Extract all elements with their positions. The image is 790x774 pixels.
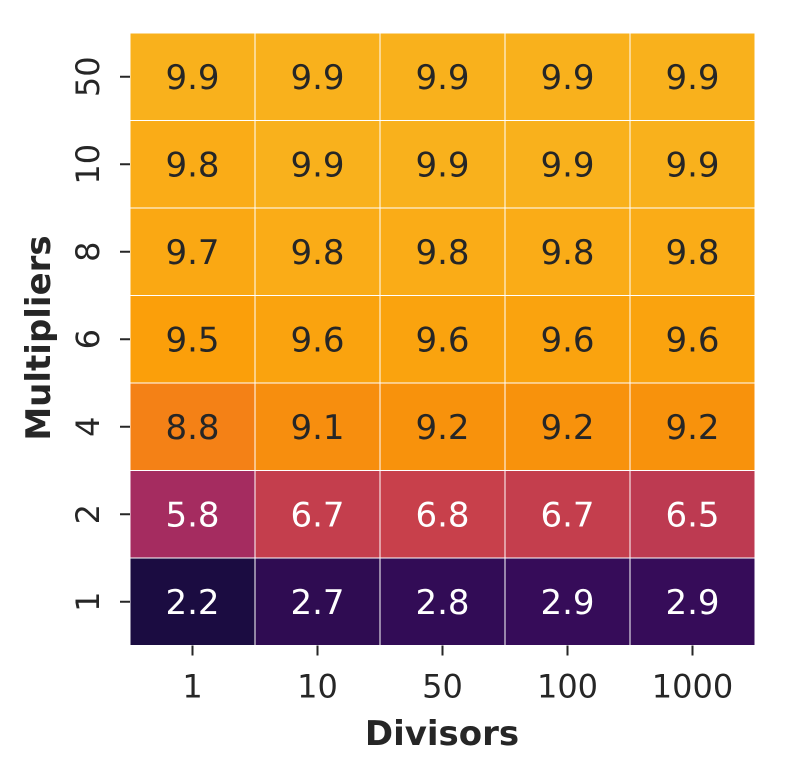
heatmap-cell-6-100 bbox=[504, 295, 631, 384]
heatmap-cell-2-10 bbox=[254, 470, 381, 559]
cell-value-label: 8.8 bbox=[165, 408, 219, 448]
y-tick-label: 50 bbox=[69, 56, 107, 97]
heatmap-cell-6-50 bbox=[379, 295, 506, 384]
y-tick-label: 8 bbox=[69, 242, 107, 262]
cell-value-label: 2.8 bbox=[415, 583, 469, 623]
cell-value-label: 9.9 bbox=[415, 58, 469, 98]
heatmap-cell-4-10 bbox=[254, 382, 381, 471]
y-tick-label: 2 bbox=[69, 504, 107, 524]
heatmap-cell-50-10 bbox=[254, 32, 381, 121]
cell-value-label: 9.9 bbox=[665, 145, 719, 185]
x-axis-label: Divisors bbox=[365, 714, 519, 754]
cell-value-label: 9.5 bbox=[165, 320, 219, 360]
cell-value-label: 9.7 bbox=[165, 233, 219, 273]
heatmap-cell-8-50 bbox=[379, 207, 506, 296]
cell-value-label: 9.2 bbox=[665, 408, 719, 448]
y-tick-label: 1 bbox=[69, 592, 107, 612]
cell-value-label: 9.6 bbox=[415, 320, 469, 360]
cell-value-label: 6.8 bbox=[415, 495, 469, 535]
cell-value-label: 9.9 bbox=[540, 145, 594, 185]
cell-value-label: 9.8 bbox=[290, 233, 344, 273]
heatmap-cell-10-50 bbox=[379, 120, 506, 209]
heatmap-cell-2-100 bbox=[504, 470, 631, 559]
heatmap-cell-10-1000 bbox=[629, 120, 756, 209]
heatmap-cell-8-100 bbox=[504, 207, 631, 296]
cell-value-label: 9.9 bbox=[540, 58, 594, 98]
cell-value-label: 9.8 bbox=[540, 233, 594, 273]
heatmap-cell-6-10 bbox=[254, 295, 381, 384]
cell-value-label: 5.8 bbox=[165, 495, 219, 535]
cell-value-label: 2.7 bbox=[290, 583, 344, 623]
x-tick-label: 100 bbox=[537, 668, 598, 706]
x-tick-label: 1 bbox=[182, 668, 202, 706]
heatmap-cell-2-1000 bbox=[629, 470, 756, 559]
heatmap-cell-4-50 bbox=[379, 382, 506, 471]
heatmap-cell-50-1 bbox=[129, 32, 256, 121]
y-axis-label: Multipliers bbox=[19, 235, 59, 440]
cell-value-label: 9.9 bbox=[290, 145, 344, 185]
x-tick-label: 50 bbox=[422, 668, 463, 706]
cell-value-label: 9.9 bbox=[415, 145, 469, 185]
cell-value-label: 9.9 bbox=[165, 58, 219, 98]
heatmap-cell-4-1 bbox=[129, 382, 256, 471]
cell-value-label: 9.2 bbox=[540, 408, 594, 448]
cell-value-label: 9.8 bbox=[415, 233, 469, 273]
heatmap-cell-8-10 bbox=[254, 207, 381, 296]
cell-value-label: 9.8 bbox=[165, 145, 219, 185]
cell-value-label: 9.6 bbox=[540, 320, 594, 360]
heatmap-cells bbox=[129, 32, 756, 646]
cell-value-label: 9.8 bbox=[665, 233, 719, 273]
x-tick-label: 1000 bbox=[652, 668, 733, 706]
heatmap-cell-10-1 bbox=[129, 120, 256, 209]
y-tick-label: 4 bbox=[69, 417, 107, 437]
cell-value-label: 6.5 bbox=[665, 495, 719, 535]
heatmap-cell-50-1000 bbox=[629, 32, 756, 121]
heatmap-cell-50-100 bbox=[504, 32, 631, 121]
heatmap-cell-1-1 bbox=[129, 557, 256, 646]
heatmap-cell-50-50 bbox=[379, 32, 506, 121]
cell-annotations: 9.9 9.9 9.9 9.9 9.9 9.8 9.9 9.9 9.9 9.9 9.7 9.8 9.8 9… bbox=[165, 58, 719, 623]
y-tick-label: 10 bbox=[69, 144, 107, 185]
cell-value-label: 9.9 bbox=[665, 58, 719, 98]
cell-value-label: 2.9 bbox=[665, 583, 719, 623]
cell-value-label: 9.6 bbox=[665, 320, 719, 360]
cell-value-label: 9.6 bbox=[290, 320, 344, 360]
x-tick-label: 10 bbox=[297, 668, 338, 706]
heatmap-cell-6-1000 bbox=[629, 295, 756, 384]
x-axis-ticks: 1 10 50 100 1000 bbox=[182, 645, 733, 706]
y-axis-ticks: 50 10 8 6 4 2 1 bbox=[69, 56, 130, 612]
heatmap-cell-4-1000 bbox=[629, 382, 756, 471]
cell-value-label: 9.1 bbox=[290, 408, 344, 448]
cell-value-label: 9.9 bbox=[290, 58, 344, 98]
cell-value-label: 2.9 bbox=[540, 583, 594, 623]
cell-value-label: 2.2 bbox=[165, 583, 219, 623]
heatmap-cell-1-1000 bbox=[629, 557, 756, 646]
cell-value-label: 6.7 bbox=[540, 495, 594, 535]
heatmap-cell-8-1000 bbox=[629, 207, 756, 296]
y-tick-label: 6 bbox=[69, 329, 107, 349]
heatmap-cell-2-50 bbox=[379, 470, 506, 559]
cell-value-label: 9.2 bbox=[415, 408, 469, 448]
cell-value-label: 6.7 bbox=[290, 495, 344, 535]
